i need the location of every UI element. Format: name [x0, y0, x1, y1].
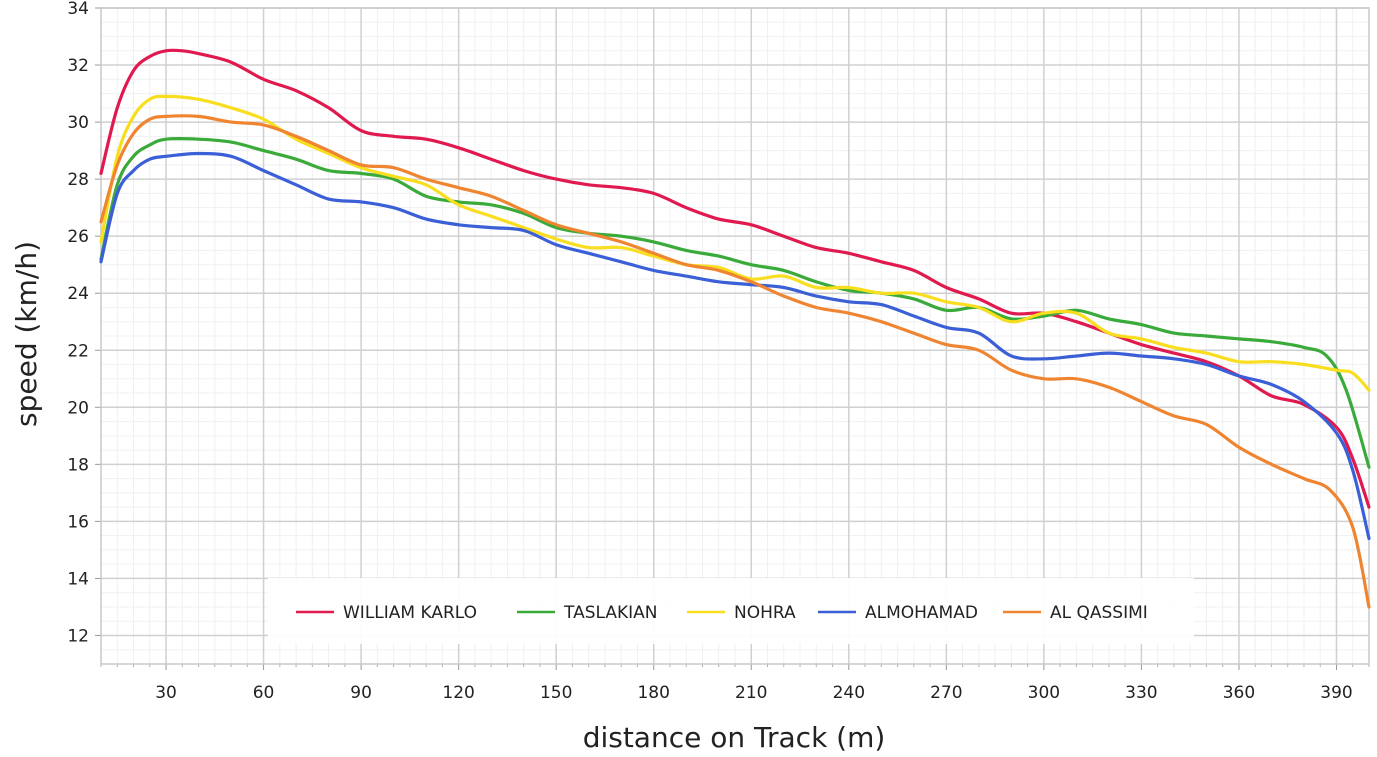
y-tick-label: 18: [67, 455, 89, 475]
series-lines: [99, 48, 1371, 609]
x-tick-label: 270: [930, 683, 962, 703]
x-tick-label: 210: [735, 683, 767, 703]
x-tick-label: 300: [1028, 683, 1060, 703]
y-tick-label: 20: [67, 398, 89, 418]
y-tick-label: 22: [67, 341, 89, 361]
legend-item-nohra[interactable]: NOHRA: [687, 603, 796, 623]
series-line-william-karlo[interactable]: [99, 48, 1371, 509]
y-tick-label: 32: [67, 56, 89, 76]
legend-label: WILLIAM KARLO: [343, 603, 477, 623]
x-tick-label: 90: [350, 683, 372, 703]
y-tick-label: 30: [67, 113, 89, 133]
legend[interactable]: WILLIAM KARLO TASLAKIAN NOHRA ALMOHAMAD AL Q…: [268, 578, 1194, 644]
legend-item-almohamad[interactable]: ALMOHAMAD: [818, 603, 978, 623]
series-line-almohamad[interactable]: [99, 151, 1371, 541]
x-tick-label: 240: [833, 683, 865, 703]
y-tick-label: 26: [67, 227, 89, 247]
y-tick-label: 28: [67, 170, 89, 190]
x-tick-label: 60: [253, 683, 275, 703]
x-tick-label: 150: [540, 683, 572, 703]
legend-label: ALMOHAMAD: [865, 603, 978, 623]
axes: 30 60 90 120 150 180 210 240 270 300 330 360 390 12 14…: [67, 0, 1370, 703]
series-line-al-qassimi[interactable]: [99, 114, 1371, 609]
plot-border: [100, 7, 1370, 665]
y-tick-label: 16: [67, 512, 89, 532]
legend-label: AL QASSIMI: [1050, 603, 1148, 623]
x-tick-label: 330: [1125, 683, 1157, 703]
y-tick-label: 14: [67, 569, 89, 589]
legend-label: TASLAKIAN: [563, 603, 657, 623]
legend-item-al-qassimi[interactable]: AL QASSIMI: [1003, 603, 1148, 623]
x-tick-label: 390: [1320, 683, 1352, 703]
x-tick-label: 360: [1223, 683, 1255, 703]
legend-item-taslakian[interactable]: TASLAKIAN: [517, 603, 657, 623]
legend-label: NOHRA: [734, 603, 796, 623]
legend-item-william-karlo[interactable]: WILLIAM KARLO: [296, 603, 477, 623]
x-tick-label: 30: [155, 683, 177, 703]
y-tick-label: 12: [67, 626, 89, 646]
series-line-nohra[interactable]: [99, 94, 1371, 392]
x-axis-title: distance on Track (m): [583, 721, 886, 754]
x-tick-label: 180: [637, 683, 669, 703]
y-axis-title: speed (km/h): [10, 241, 43, 427]
grid: [100, 7, 1370, 665]
x-tick-label: 120: [442, 683, 474, 703]
y-tick-label: 34: [67, 0, 89, 19]
y-tick-label: 24: [67, 284, 89, 304]
series-line-taslakian[interactable]: [99, 137, 1371, 469]
